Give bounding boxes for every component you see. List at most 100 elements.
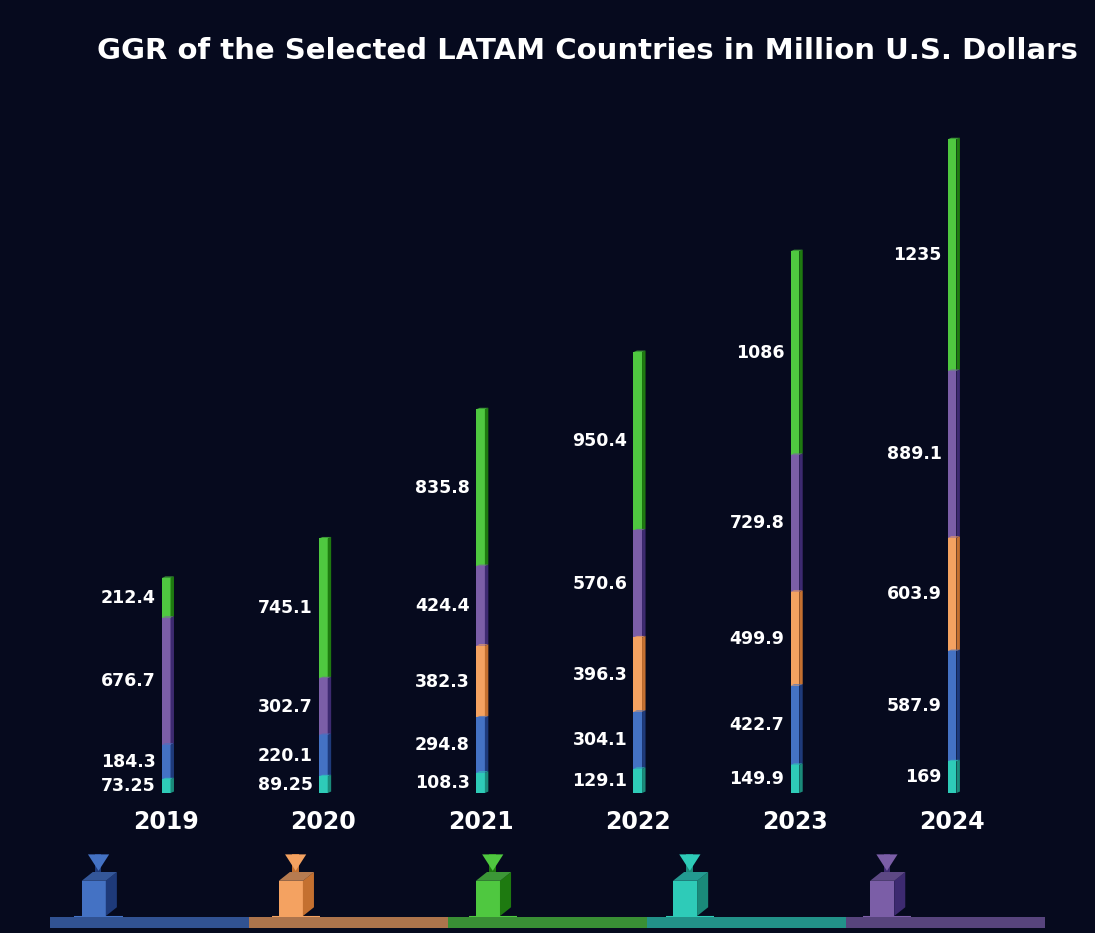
Polygon shape xyxy=(285,855,307,870)
Bar xyxy=(249,917,448,928)
Polygon shape xyxy=(956,649,960,761)
Text: 745.1: 745.1 xyxy=(258,599,313,618)
Text: 422.7: 422.7 xyxy=(729,717,784,734)
Bar xyxy=(791,686,799,765)
Polygon shape xyxy=(948,649,960,651)
Polygon shape xyxy=(799,591,803,686)
Polygon shape xyxy=(642,351,646,530)
Polygon shape xyxy=(162,577,174,578)
Bar xyxy=(476,646,485,717)
Bar xyxy=(319,776,327,793)
Bar xyxy=(871,881,895,916)
Polygon shape xyxy=(956,536,960,651)
Polygon shape xyxy=(642,767,646,793)
Bar xyxy=(791,765,799,793)
Polygon shape xyxy=(88,855,110,870)
Polygon shape xyxy=(633,767,646,769)
Text: 729.8: 729.8 xyxy=(729,514,784,533)
Bar xyxy=(673,881,698,916)
Polygon shape xyxy=(799,684,803,765)
Polygon shape xyxy=(485,408,488,566)
Text: 294.8: 294.8 xyxy=(415,736,470,754)
Bar xyxy=(448,917,647,928)
Bar xyxy=(279,881,303,916)
Bar xyxy=(292,855,299,872)
Polygon shape xyxy=(948,536,960,537)
Polygon shape xyxy=(633,351,646,352)
Polygon shape xyxy=(642,636,646,712)
Bar xyxy=(791,251,799,455)
Bar xyxy=(476,717,485,773)
Polygon shape xyxy=(633,636,646,637)
Polygon shape xyxy=(476,772,488,773)
Bar xyxy=(948,371,956,537)
Polygon shape xyxy=(476,716,488,717)
Text: 149.9: 149.9 xyxy=(729,770,784,788)
Polygon shape xyxy=(485,564,488,646)
Text: 835.8: 835.8 xyxy=(415,479,470,496)
Polygon shape xyxy=(485,716,488,773)
Polygon shape xyxy=(327,733,331,776)
Bar xyxy=(633,637,642,712)
Text: 220.1: 220.1 xyxy=(257,746,313,765)
Text: 570.6: 570.6 xyxy=(573,575,627,592)
Polygon shape xyxy=(642,710,646,769)
Polygon shape xyxy=(303,872,314,916)
Text: 499.9: 499.9 xyxy=(729,630,784,648)
Bar xyxy=(884,855,890,872)
Polygon shape xyxy=(895,872,906,916)
Bar xyxy=(319,538,327,678)
Polygon shape xyxy=(799,250,803,455)
Text: 302.7: 302.7 xyxy=(258,698,313,716)
Bar xyxy=(948,651,956,761)
Bar xyxy=(319,735,327,776)
Polygon shape xyxy=(633,529,646,530)
Polygon shape xyxy=(956,369,960,537)
Bar xyxy=(476,773,485,793)
Polygon shape xyxy=(106,872,117,916)
Polygon shape xyxy=(171,577,174,618)
Polygon shape xyxy=(319,676,331,678)
Polygon shape xyxy=(162,778,174,779)
Polygon shape xyxy=(327,676,331,735)
Polygon shape xyxy=(791,453,803,455)
Polygon shape xyxy=(162,744,174,745)
Text: 889.1: 889.1 xyxy=(887,445,942,464)
Bar xyxy=(489,855,496,872)
Polygon shape xyxy=(871,872,906,881)
Bar xyxy=(633,530,642,637)
Bar xyxy=(476,881,500,916)
Bar xyxy=(791,592,799,686)
Polygon shape xyxy=(476,408,488,410)
Bar xyxy=(633,712,642,769)
Text: 184.3: 184.3 xyxy=(101,753,155,771)
Text: 89.25: 89.25 xyxy=(257,775,313,794)
Bar xyxy=(162,618,171,745)
Text: 603.9: 603.9 xyxy=(887,585,942,604)
Polygon shape xyxy=(948,138,960,139)
Text: 1086: 1086 xyxy=(736,344,784,362)
Bar xyxy=(162,578,171,618)
Bar xyxy=(162,779,171,793)
Text: 129.1: 129.1 xyxy=(573,772,627,790)
Bar xyxy=(82,881,106,916)
Bar xyxy=(846,917,1046,928)
Polygon shape xyxy=(476,872,511,881)
Text: 382.3: 382.3 xyxy=(415,673,470,690)
Polygon shape xyxy=(673,872,708,881)
Polygon shape xyxy=(327,774,331,793)
Bar xyxy=(162,745,171,779)
Text: GGR of the Selected LATAM Countries in Million U.S. Dollars: GGR of the Selected LATAM Countries in M… xyxy=(97,37,1079,65)
Polygon shape xyxy=(956,759,960,793)
Polygon shape xyxy=(482,855,504,870)
Bar xyxy=(476,410,485,566)
Polygon shape xyxy=(171,778,174,793)
Text: 108.3: 108.3 xyxy=(415,773,470,792)
Polygon shape xyxy=(791,763,803,765)
Polygon shape xyxy=(948,369,960,371)
Polygon shape xyxy=(485,644,488,717)
Polygon shape xyxy=(799,763,803,793)
Text: 676.7: 676.7 xyxy=(101,673,155,690)
Bar xyxy=(49,917,249,928)
Polygon shape xyxy=(319,733,331,735)
